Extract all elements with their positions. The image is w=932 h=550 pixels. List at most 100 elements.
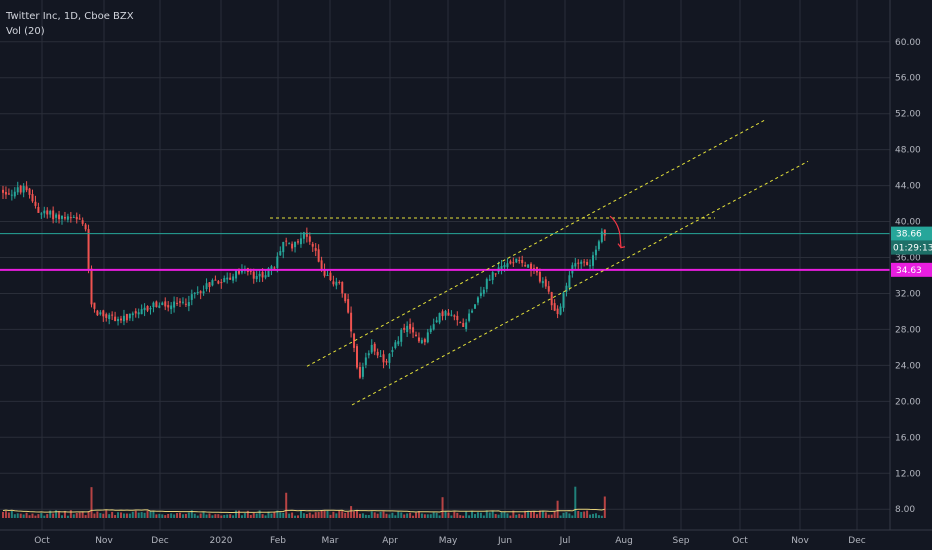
price-tick-label: 28.00 xyxy=(895,325,921,335)
chart-title[interactable]: Twitter Inc, 1D, Cboe BZX xyxy=(6,11,134,22)
volume-bar xyxy=(249,514,252,518)
volume-bar xyxy=(31,513,34,518)
candle-body xyxy=(515,258,518,263)
volume-bar xyxy=(22,514,25,518)
volume-bar xyxy=(297,515,299,518)
volume-bar xyxy=(429,514,432,518)
candle-body xyxy=(586,261,589,266)
volume-bar xyxy=(382,511,385,518)
candle-body xyxy=(249,270,252,272)
candle-body xyxy=(255,276,258,280)
candle-body xyxy=(31,194,34,202)
volume-bar xyxy=(37,514,40,518)
volume-bar xyxy=(497,514,500,518)
candle-body xyxy=(382,354,385,363)
countdown-tag xyxy=(891,240,932,255)
candle-body xyxy=(137,312,140,315)
volume-bar xyxy=(317,512,320,518)
volume-bar xyxy=(597,515,600,518)
volume-bar xyxy=(267,511,270,518)
candle-body xyxy=(314,248,317,251)
candle-body xyxy=(432,324,435,330)
channel-lower-line[interactable] xyxy=(351,160,809,406)
candle-body xyxy=(550,292,553,306)
candle-body xyxy=(426,332,429,343)
candle-body xyxy=(356,346,358,368)
time-axis-panel[interactable] xyxy=(0,530,932,550)
volume-bar xyxy=(131,511,134,518)
candle-body xyxy=(58,214,61,220)
volume-indicator-label[interactable]: Vol (20) xyxy=(6,26,45,37)
time-tick-label: Oct xyxy=(34,536,50,546)
candle-body xyxy=(317,249,320,262)
candle-body xyxy=(403,327,406,330)
candle-body xyxy=(341,282,344,294)
price-tags: 38.66 01:29:13 34.63 xyxy=(891,226,932,277)
volume-bar xyxy=(592,513,594,518)
volume-bar xyxy=(78,512,81,518)
candle-body xyxy=(226,277,229,280)
volume-bar xyxy=(13,514,16,518)
candle-body xyxy=(353,333,356,348)
volume-bar xyxy=(19,513,22,518)
forecast-arrow[interactable] xyxy=(609,215,626,249)
candle-body xyxy=(72,216,75,218)
channel-upper-line[interactable] xyxy=(306,119,766,367)
time-tick-label: Jul xyxy=(559,536,571,546)
candle-body xyxy=(164,301,167,307)
candle-body xyxy=(202,291,205,294)
volume-bar xyxy=(63,510,66,518)
candle-body xyxy=(181,301,184,303)
volume-bar xyxy=(181,514,184,518)
volume-bar xyxy=(468,515,471,518)
time-tick-label: Oct xyxy=(732,536,748,546)
candle-body xyxy=(506,263,509,268)
volume-bar xyxy=(459,515,462,518)
volume-bar xyxy=(211,515,214,518)
candle-body xyxy=(179,301,181,303)
candle-body xyxy=(155,301,158,308)
candle-body xyxy=(453,315,456,317)
volume-bar xyxy=(55,510,58,518)
volume-bar xyxy=(491,510,494,518)
volume-bar xyxy=(476,512,479,518)
candle-body xyxy=(553,303,556,311)
volume-bar xyxy=(232,515,235,518)
volume-bar xyxy=(447,512,450,518)
volume-bar xyxy=(550,514,553,518)
candle-body xyxy=(482,289,485,294)
last-price-tag xyxy=(891,226,932,241)
candle-body xyxy=(420,340,423,344)
candle-body xyxy=(302,232,305,239)
candle-body xyxy=(583,261,586,263)
volume-bar xyxy=(214,514,217,518)
price-tick-label: 40.00 xyxy=(895,218,921,228)
volume-bar xyxy=(541,510,544,518)
volume-bars xyxy=(2,486,606,518)
candle-body xyxy=(114,316,117,322)
candle-body xyxy=(81,220,84,224)
time-tick-label: Feb xyxy=(270,536,286,546)
volume-bar xyxy=(568,513,571,518)
price-tick-label: 8.00 xyxy=(895,505,915,515)
volume-bar xyxy=(332,511,335,518)
candle-body xyxy=(474,304,476,309)
volume-bar xyxy=(329,514,332,518)
candle-body xyxy=(476,297,479,303)
volume-bar xyxy=(155,514,158,518)
volume-bar xyxy=(556,500,559,518)
candle-body xyxy=(344,293,347,302)
candle-body xyxy=(429,328,432,332)
candle-body xyxy=(99,312,102,315)
volume-bar xyxy=(594,513,597,518)
price-tick-label: 60.00 xyxy=(895,38,921,48)
volume-bar xyxy=(412,515,415,518)
volume-bar xyxy=(394,515,397,518)
volume-bar xyxy=(10,511,13,518)
volume-bar xyxy=(108,514,111,518)
volume-bar xyxy=(252,513,255,518)
volume-bar xyxy=(535,514,538,518)
candle-body xyxy=(208,282,211,288)
volume-bar xyxy=(96,511,99,518)
